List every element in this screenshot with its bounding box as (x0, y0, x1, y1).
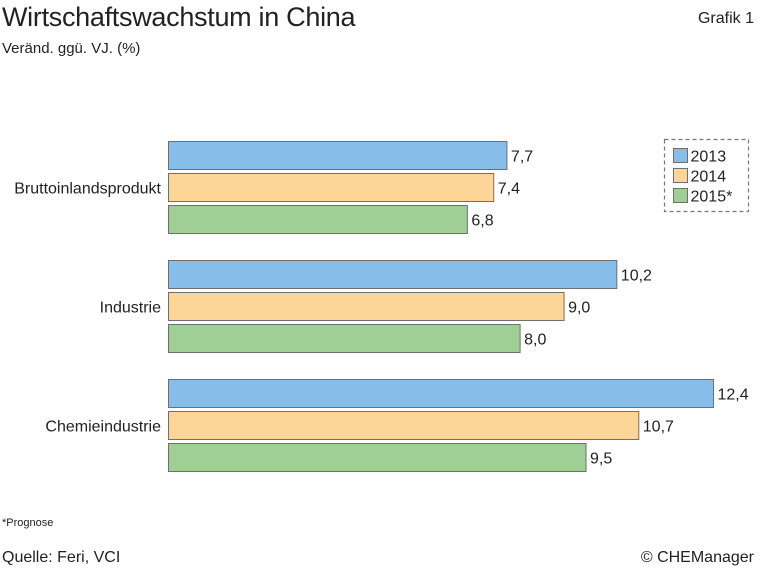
data-label-chemieindustrie-2013: 12,4 (718, 387, 749, 404)
copyright-note: © CHEManager (640, 549, 754, 566)
bar-chemieindustrie-2014 (168, 411, 640, 440)
legend-swatch-2013 (673, 148, 688, 163)
bar-industrie-2013 (168, 260, 618, 289)
bar-industrie-2014 (168, 292, 565, 321)
data-label-industrie-2013: 10,2 (621, 268, 652, 285)
category-label-bruttoinlandsprodukt: Bruttoinlandsprodukt (14, 181, 161, 198)
bar-bruttoinlandsprodukt-2015 (168, 205, 468, 234)
data-label-chemieindustrie-2014: 10,7 (643, 419, 674, 436)
bar-chemieindustrie-2013 (168, 379, 714, 408)
data-label-industrie-2015: 8,0 (524, 332, 546, 349)
chart-subtitle: Veränd. ggü. VJ. (%) (2, 40, 141, 57)
data-label-bruttoinlandsprodukt-2014: 7,4 (498, 181, 520, 198)
chart-title: Wirtschaftswachstum in China (2, 2, 356, 32)
source-note: Quelle: Feri, VCI (2, 549, 121, 566)
category-label-chemieindustrie: Chemieindustrie (45, 419, 161, 436)
data-label-bruttoinlandsprodukt-2013: 7,7 (511, 149, 533, 166)
legend-label-2013: 2013 (691, 149, 727, 166)
category-label-industrie: Industrie (100, 300, 161, 317)
bar-bruttoinlandsprodukt-2014 (168, 173, 495, 202)
data-label-bruttoinlandsprodukt-2015: 6,8 (471, 213, 493, 230)
data-label-chemieindustrie-2015: 9,5 (590, 451, 612, 468)
footnote: *Prognose (2, 517, 54, 529)
legend-label-2015: 2015* (691, 189, 733, 206)
figure-number: Grafik 1 (697, 10, 754, 27)
data-label-industrie-2014: 9,0 (568, 300, 590, 317)
legend-swatch-2015 (673, 188, 688, 203)
legend-label-2014: 2014 (691, 169, 727, 186)
bar-bruttoinlandsprodukt-2013 (168, 141, 508, 170)
bar-industrie-2015 (168, 324, 521, 353)
bar-chemieindustrie-2015 (168, 443, 587, 472)
legend-box (663, 138, 750, 213)
legend-swatch-2014 (673, 168, 688, 183)
